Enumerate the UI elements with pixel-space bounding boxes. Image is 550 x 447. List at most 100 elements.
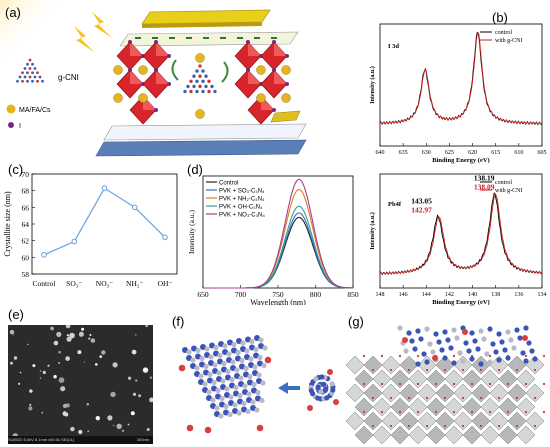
a-site-legend-dot [6,104,16,114]
y-tick-label: 60 [22,253,30,262]
lattice-atom [425,396,429,400]
sem-particle [10,361,13,365]
cluster-atom [315,384,321,390]
sem-particle [13,356,18,360]
cluster-atom [309,390,316,397]
sem-particle [28,406,33,411]
a-site-legend-label: MA/FA/Cs [19,107,51,114]
sem-particle [39,370,42,372]
carbon-atom [243,365,249,372]
lattice-octahedron [345,383,365,403]
carbon-atom [250,399,256,405]
electron-layer [103,123,307,141]
lattice-atom [461,396,465,400]
sem-particle [29,389,33,393]
lattice-octahedron [345,355,365,375]
iodide-atom [272,108,276,112]
interaction-arrow [221,61,229,83]
panel-label-b: (b) [492,10,508,25]
octahedron-face [130,42,143,56]
sem-particle [87,430,89,432]
carbon-atom [252,364,258,370]
oxygen-atom [333,399,339,405]
lattice-octahedron [372,397,392,417]
sem-particle [149,376,152,379]
sem-particle [53,375,57,379]
carbon-atom [262,345,268,351]
lattice-atom [542,354,546,358]
adsorbed-atom [463,340,469,346]
molecule-model [178,335,339,434]
substrate [95,139,307,157]
carbon-atom [225,368,231,375]
spectrum-annotation: I 3d [388,43,399,50]
cluster-atom [313,376,319,382]
x-tick-label: OH⁻ [158,279,173,288]
sem-particle [66,336,72,342]
lattice-octahedron [480,397,500,417]
carbon-atom [220,378,226,384]
arrow-icon [278,382,300,394]
lattice-atom [362,382,366,386]
lattice-atom [542,410,546,414]
cni-atom [207,89,211,94]
adsorbed-atom [487,359,493,365]
legend-g-cni: with g-CNI [495,38,523,44]
contact-pad [270,110,301,123]
a-site-cation [195,109,205,119]
cni-atom [201,89,205,94]
adsorbed-atom [481,336,487,342]
lattice-atom [380,382,384,386]
control-curve [379,192,543,276]
sem-particle [142,367,149,373]
cni-atom [36,79,39,83]
lattice-octahedron [426,425,446,445]
lattice-octahedron [399,383,419,403]
x-tick-label: 144 [422,292,431,298]
carbon-atom [244,348,250,354]
lattice-octahedron [507,411,527,431]
lattice-octahedron [408,369,428,389]
cni-atom [26,71,29,75]
lattice-atom [407,368,411,372]
lattice-octahedron [489,355,509,375]
lattice-atom [452,382,456,386]
carbon-atom [247,373,253,380]
adsorbed-atom [442,355,448,361]
carbon-atom [216,370,222,376]
cni-atom [28,75,32,79]
series-line [43,187,166,256]
panel-e: (e) SU8020 5.0kV 8.1mm x50.0k SE(UL) 300… [0,305,160,447]
carrier-dash [220,37,226,39]
iodide-atom [167,82,171,86]
panel-g: (g) [345,310,550,447]
lattice-octahedron [435,383,455,403]
lattice-octahedron [525,383,545,403]
y-tick-label: 62 [22,237,30,246]
cluster-atom [324,395,330,401]
panel-label-g: (g) [348,314,364,329]
lattice-octahedron [408,397,428,417]
data-point [41,252,47,258]
panel-label-d: (d) [187,162,203,177]
lattice-atom [398,354,402,358]
carbon-atom [235,349,241,356]
y-tick-label: 64 [22,220,30,229]
oxygen-atom [204,426,212,434]
y-axis-label: Intensity (a.u.) [369,212,376,250]
lattice-octahedron [426,397,446,417]
sem-particle [138,394,142,398]
lattice-octahedron [480,369,500,389]
cni-atom [198,74,202,78]
cni-atom [38,75,42,79]
data-point [71,238,78,245]
cni-atom [189,89,193,94]
lattice-atom [425,368,429,372]
lattice-atom [497,368,501,372]
lattice-octahedron [498,369,518,389]
carbon-atom [211,379,217,386]
adsorbed-atom [460,358,466,364]
adsorbed-atom [508,337,514,343]
a-site-cation [256,65,266,75]
carbon-atom [186,349,192,355]
